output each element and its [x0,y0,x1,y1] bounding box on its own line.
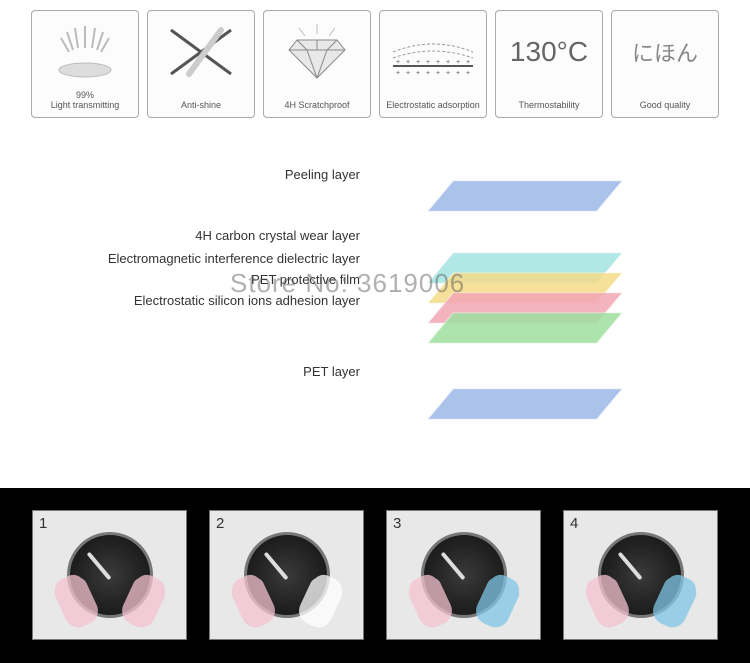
hand-left-icon [228,574,279,632]
gauge-icon [67,532,153,618]
thermo-icon: 130°C [504,17,594,87]
feature-label: Anti-shine [181,101,221,111]
svg-text:+: + [436,70,440,77]
feature-label: Good quality [640,101,691,111]
step-number: 3 [393,515,401,532]
svg-text:+: + [396,59,400,66]
light-rays-icon [40,17,130,87]
feature-anti-shine: Anti-shine [147,10,255,118]
step-1: 1 [32,510,187,640]
layers-section: Peeling layer 4H carbon crystal wear lay… [0,128,750,488]
static-wave-icon: + + + + + + + + + + + + + + + + [388,17,478,87]
layer-shape [427,313,623,344]
watermark-text: Store No: 3619006 [230,268,465,299]
gauge-icon [244,532,330,618]
gauge-icon [598,532,684,618]
hand-right-icon [117,574,168,632]
layer-shape [427,181,623,212]
feature-light-transmitting: 99%Light transmitting [31,10,139,118]
jp-text: にほん [632,36,698,68]
feature-scratchproof: 4H Scratchproof [263,10,371,118]
feature-label: Electrostatic adsorption [386,101,480,111]
svg-text:+: + [466,70,470,77]
step-4: 4 [563,510,718,640]
hand-right-icon [471,574,522,632]
svg-text:+: + [466,59,470,66]
svg-text:+: + [416,70,420,77]
layer-label: Electromagnetic interference dielectric … [30,252,360,265]
svg-text:+: + [436,59,440,66]
hand-right-icon [294,574,345,632]
step-number: 4 [570,515,578,532]
layer-shape [427,389,623,420]
svg-text:+: + [426,59,430,66]
svg-text:+: + [456,59,460,66]
layer-label: Peeling layer [30,168,360,181]
steps-row: 1 2 3 4 [0,488,750,663]
feature-electrostatic: + + + + + + + + + + + + + + + + Electrostatic adsorp… [379,10,487,118]
step-2: 2 [209,510,364,640]
feature-label: 99%Light transmitting [51,91,120,111]
jp-text-icon: にほん [620,17,710,87]
hand-left-icon [582,574,633,632]
step-number: 2 [216,515,224,532]
hand-left-icon [51,574,102,632]
step-3: 3 [386,510,541,640]
hand-right-icon [648,574,699,632]
feature-thermostability: 130°C Thermostability [495,10,603,118]
svg-text:+: + [456,70,460,77]
svg-text:+: + [406,59,410,66]
feature-label: 4H Scratchproof [284,101,349,111]
svg-text:+: + [446,59,450,66]
feature-good-quality: にほん Good quality [611,10,719,118]
thermo-text: 130°C [510,36,588,68]
gauge-icon [421,532,507,618]
cross-x-icon [156,17,246,87]
svg-text:+: + [416,59,420,66]
hand-left-icon [405,574,456,632]
feature-label: Thermostability [518,101,579,111]
layer-label: 4H carbon crystal wear layer [30,229,360,242]
svg-text:+: + [406,70,410,77]
feature-row: 99%Light transmitting Anti-shine 4H Scra… [0,0,750,128]
diamond-icon [272,17,362,87]
step-number: 1 [39,515,47,532]
svg-text:+: + [396,70,400,77]
svg-text:+: + [446,70,450,77]
svg-text:+: + [426,70,430,77]
layer-label: PET layer [30,365,360,378]
